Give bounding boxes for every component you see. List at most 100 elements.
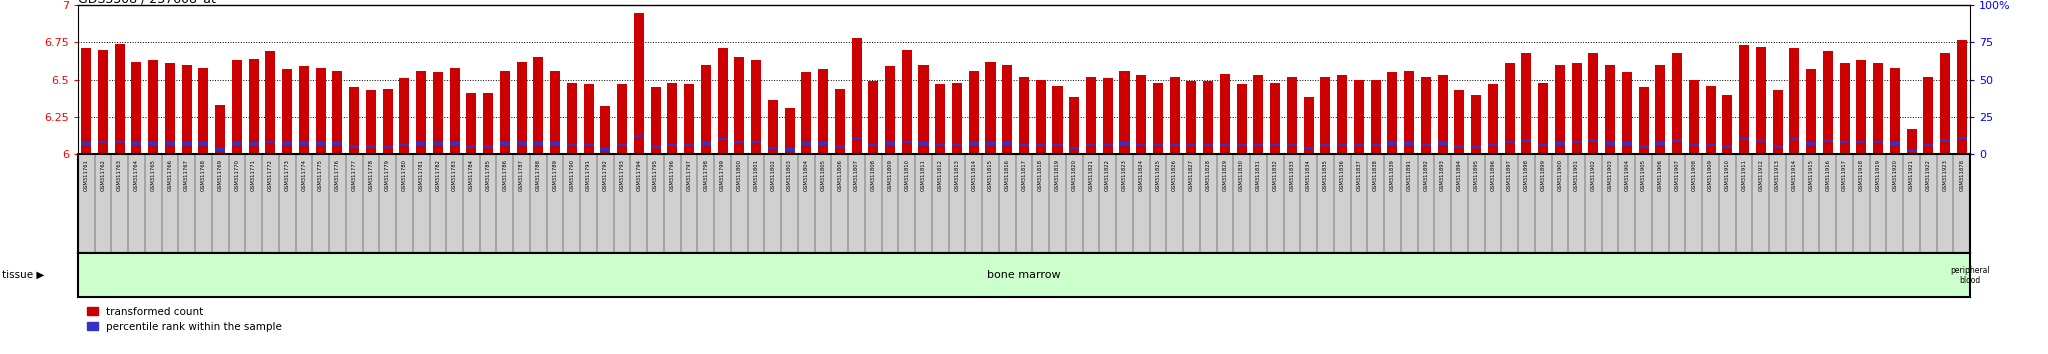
Text: GSM311919: GSM311919 [1876, 159, 1880, 191]
Text: GSM311820: GSM311820 [1071, 159, 1077, 191]
Bar [1606, 142, 1616, 145]
Text: GSM311779: GSM311779 [385, 159, 389, 191]
Bar [1571, 141, 1581, 143]
Text: GSM311801: GSM311801 [754, 159, 758, 191]
Bar [1589, 139, 1597, 142]
Bar [1923, 144, 1933, 146]
Bar [901, 50, 911, 154]
Text: GSM311826: GSM311826 [1171, 159, 1178, 191]
Text: GSM311778: GSM311778 [369, 159, 373, 191]
Bar [969, 71, 979, 154]
Bar [1186, 81, 1196, 154]
Bar [1337, 144, 1348, 146]
Bar [283, 142, 293, 145]
Bar [483, 93, 494, 154]
Bar [332, 71, 342, 154]
Text: bone marrow: bone marrow [987, 270, 1061, 280]
Bar [299, 66, 309, 154]
Text: GSM311812: GSM311812 [938, 159, 942, 191]
Bar [1806, 142, 1817, 145]
Text: GSM311825: GSM311825 [1155, 159, 1161, 191]
Bar [82, 48, 92, 154]
Bar [383, 145, 393, 148]
Bar [1370, 144, 1380, 146]
Bar [332, 142, 342, 145]
Bar [1020, 144, 1028, 146]
Bar [231, 142, 242, 145]
Bar [1671, 53, 1681, 154]
Bar [182, 142, 193, 145]
Bar [1237, 144, 1247, 146]
Bar [651, 87, 662, 154]
Bar [1120, 71, 1130, 154]
Bar [1706, 144, 1716, 146]
Bar [700, 65, 711, 154]
Bar [1053, 86, 1063, 154]
Text: GSM311835: GSM311835 [1323, 159, 1327, 191]
Text: GSM311896: GSM311896 [1491, 159, 1495, 191]
Bar [1855, 60, 1866, 154]
Text: GSM311765: GSM311765 [152, 159, 156, 191]
Text: GSM311900: GSM311900 [1556, 159, 1563, 191]
Bar [1923, 77, 1933, 154]
Text: GSM311891: GSM311891 [1407, 159, 1411, 191]
Bar [600, 107, 610, 154]
Bar [1722, 95, 1733, 154]
Bar [199, 142, 209, 145]
Text: GSM311905: GSM311905 [1640, 159, 1647, 191]
Bar [1438, 142, 1448, 145]
Bar [1622, 142, 1632, 145]
Text: GSM311917: GSM311917 [1841, 159, 1847, 191]
Bar [1505, 63, 1516, 154]
Bar [1221, 74, 1231, 154]
Bar [532, 142, 543, 145]
Text: GSM311769: GSM311769 [217, 159, 223, 191]
Bar [115, 44, 125, 154]
Bar [1405, 142, 1415, 145]
Text: GSM311837: GSM311837 [1356, 159, 1362, 191]
Bar [1722, 145, 1733, 148]
Bar [784, 148, 795, 151]
Bar [801, 72, 811, 154]
Text: GSM311831: GSM311831 [1255, 159, 1262, 191]
Text: GSM311897: GSM311897 [1507, 159, 1511, 191]
Bar [115, 141, 125, 143]
Bar [1690, 144, 1700, 146]
Text: GSM311920: GSM311920 [1892, 159, 1896, 191]
Bar [1354, 80, 1364, 154]
Text: GSM311904: GSM311904 [1624, 159, 1630, 191]
Bar [684, 84, 694, 154]
Text: GSM311792: GSM311792 [602, 159, 608, 191]
Bar [1102, 78, 1112, 154]
Text: GSM311799: GSM311799 [721, 159, 725, 191]
Text: GSM311775: GSM311775 [317, 159, 324, 191]
Bar [215, 105, 225, 154]
Text: GSM311782: GSM311782 [436, 159, 440, 191]
Bar [1522, 139, 1532, 142]
Text: GSM311824: GSM311824 [1139, 159, 1143, 191]
Bar [768, 101, 778, 154]
Text: GSM311892: GSM311892 [1423, 159, 1427, 191]
Text: GSM311923: GSM311923 [1944, 159, 1948, 191]
Text: GSM311911: GSM311911 [1741, 159, 1747, 191]
Bar [348, 145, 358, 148]
Bar [1321, 77, 1331, 154]
Bar [1655, 142, 1665, 145]
Bar [852, 137, 862, 139]
Bar [1438, 75, 1448, 154]
Bar [684, 144, 694, 146]
Bar [1321, 144, 1331, 146]
Text: GSM311821: GSM311821 [1087, 159, 1094, 191]
Text: GSM311814: GSM311814 [971, 159, 977, 191]
Bar [432, 142, 442, 145]
Text: GSM311791: GSM311791 [586, 159, 592, 191]
Bar [1421, 77, 1432, 154]
Text: GSM311764: GSM311764 [133, 159, 139, 191]
Text: GSM311829: GSM311829 [1223, 159, 1227, 191]
Bar [885, 66, 895, 154]
Bar [752, 141, 762, 143]
Bar [1489, 84, 1497, 154]
Bar [1169, 77, 1180, 154]
Bar [451, 142, 459, 145]
Bar [836, 88, 846, 154]
